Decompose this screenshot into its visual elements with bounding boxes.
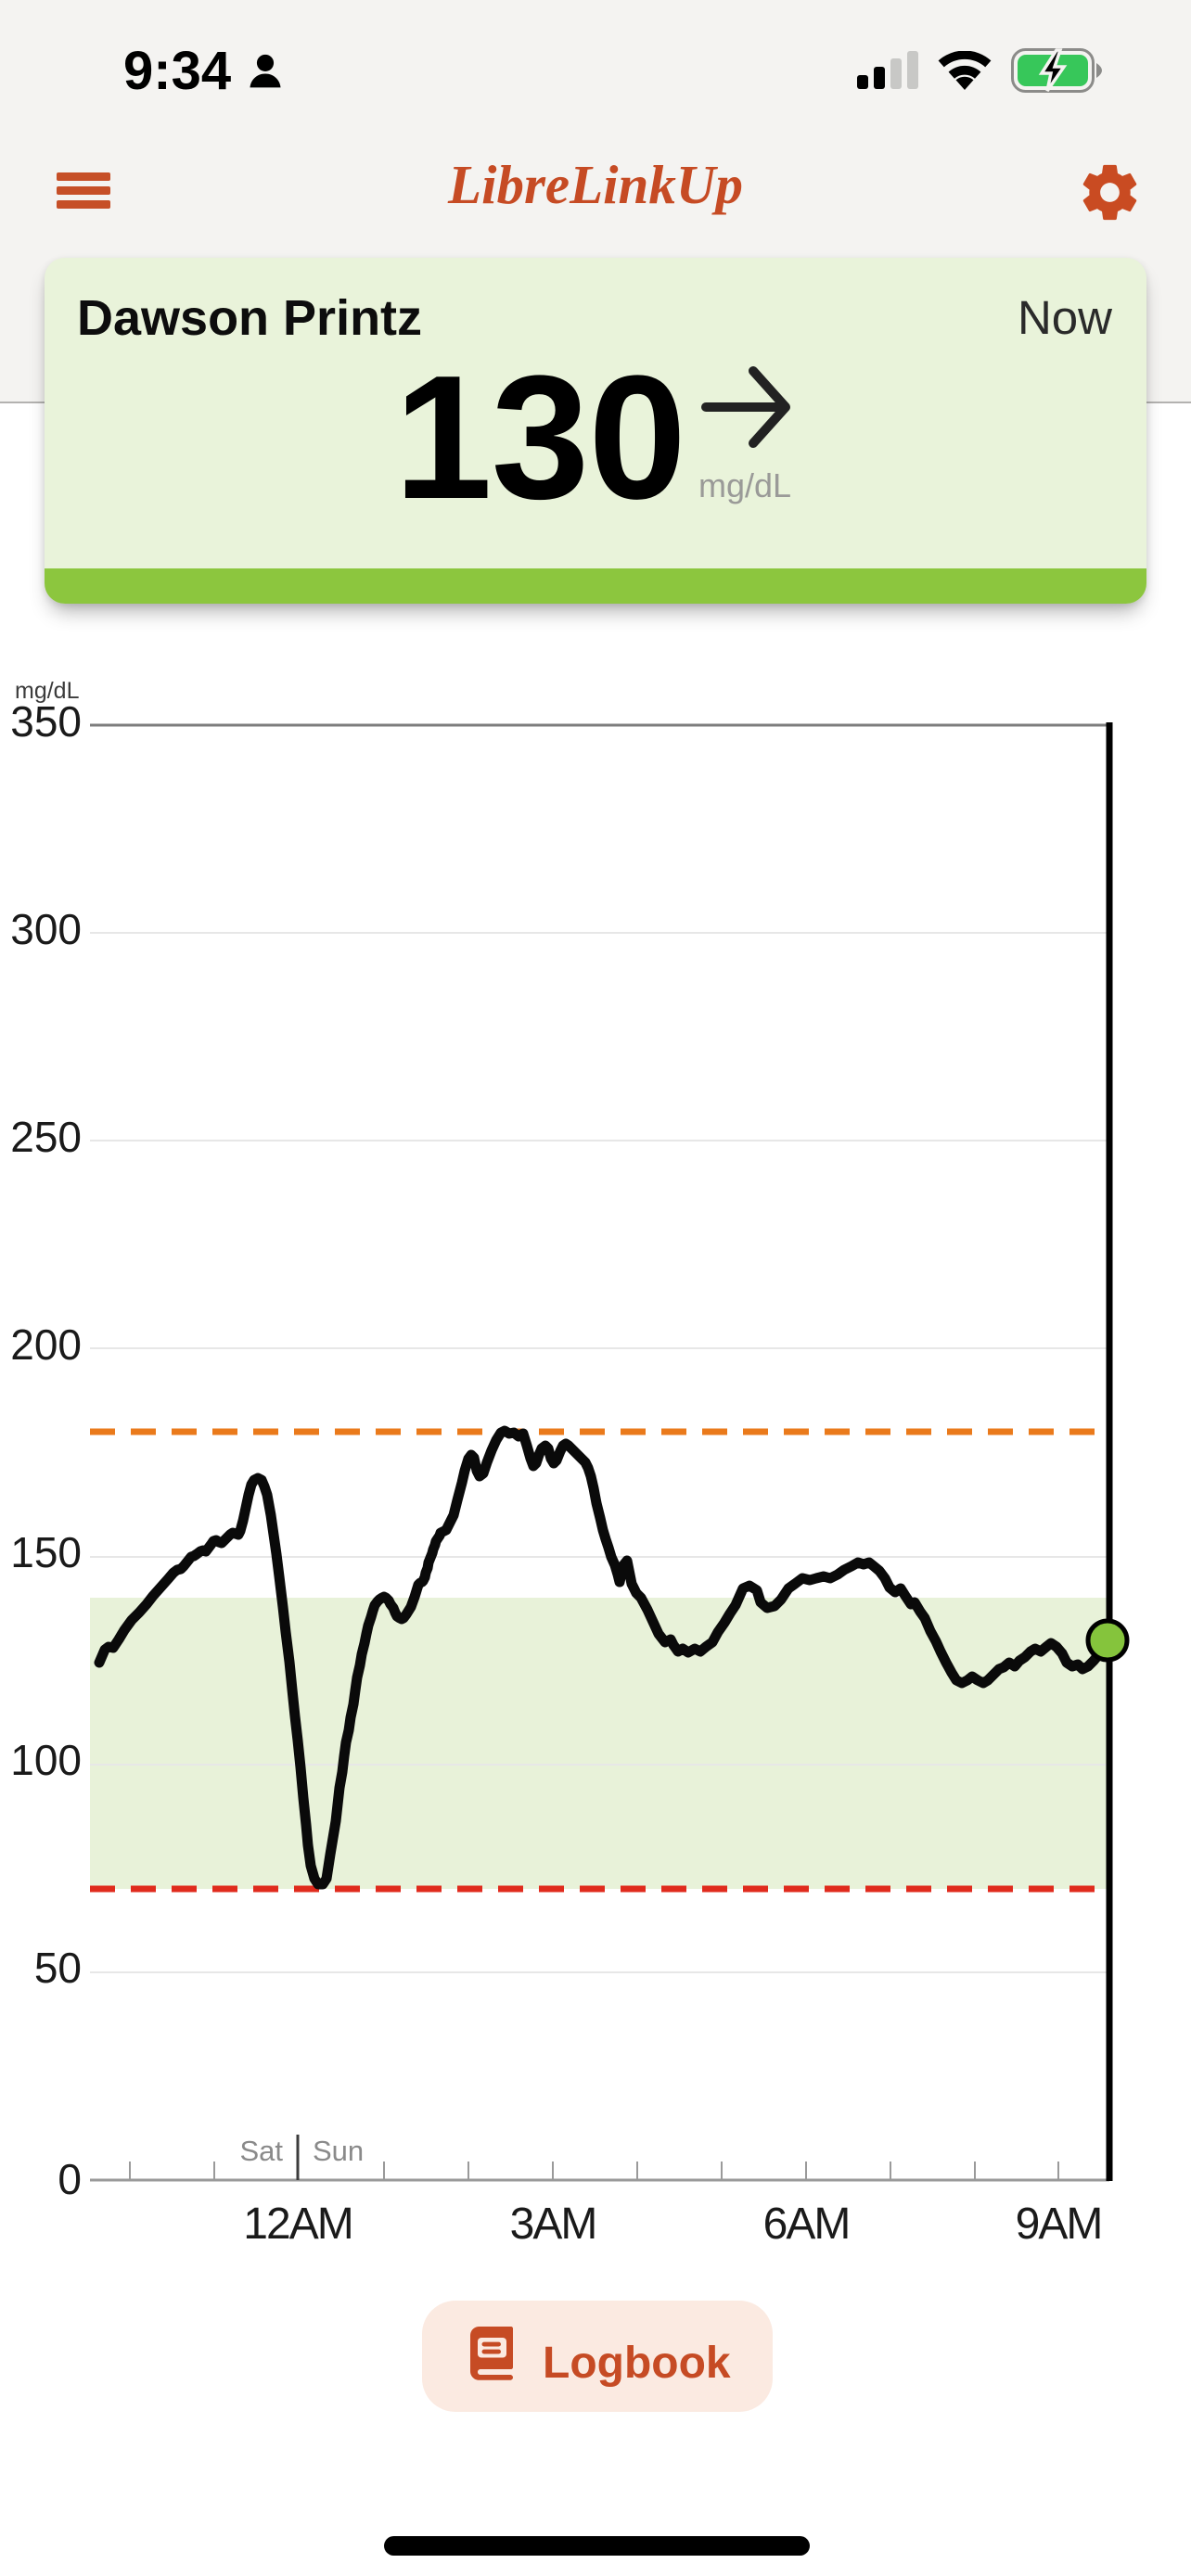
svg-text:3AM: 3AM [510,2200,596,2249]
svg-text:mg/dL: mg/dL [15,678,80,704]
svg-text:Sat: Sat [239,2135,283,2167]
svg-text:200: 200 [10,1320,82,1369]
svg-text:6AM: 6AM [763,2200,850,2249]
svg-text:100: 100 [10,1736,82,1784]
svg-text:250: 250 [10,1113,82,1161]
svg-text:300: 300 [10,905,82,953]
svg-text:150: 150 [10,1528,82,1576]
svg-text:Sun: Sun [313,2135,364,2167]
svg-text:50: 50 [34,1944,82,1992]
svg-text:350: 350 [10,697,82,746]
svg-text:0: 0 [58,2155,82,2203]
svg-text:12AM: 12AM [243,2200,352,2249]
svg-text:9AM: 9AM [1016,2200,1102,2249]
